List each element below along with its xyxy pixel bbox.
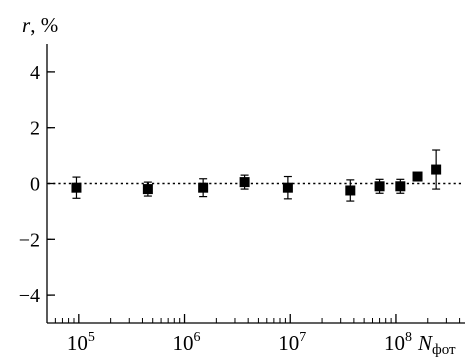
y-ticks: −4 −2 0 2 4 [19, 62, 55, 307]
x-tick-label: 106 [173, 330, 201, 355]
data-point [282, 175, 293, 200]
data-point [395, 178, 406, 194]
data-point [142, 181, 153, 197]
data-point [431, 149, 442, 190]
point-marker [395, 181, 406, 192]
point-marker [345, 185, 356, 196]
x-axis-title: Nфот [417, 331, 456, 358]
y-tick-label: 4 [30, 62, 40, 84]
data-point [374, 178, 385, 194]
y-tick-label: −2 [19, 229, 40, 251]
x-tick-label: 108 [384, 330, 412, 355]
y-axis-title: r, % [22, 13, 58, 37]
x-axis-symbol: N [417, 331, 433, 355]
svg-text:r, %: r, % [22, 13, 58, 37]
data-point [345, 179, 356, 202]
data-points [71, 149, 442, 202]
x-tick-label: 107 [278, 330, 306, 355]
y-axis-symbol: r [22, 13, 31, 37]
y-tick-label: 0 [30, 174, 40, 196]
point-marker [198, 182, 209, 193]
x-tick-label: 105 [67, 330, 95, 355]
x-axis-subscript: фот [432, 342, 456, 358]
data-point [412, 171, 423, 182]
data-point [71, 176, 82, 199]
point-marker [142, 184, 153, 195]
point-marker [431, 164, 442, 175]
x-ticks: 105 106 107 108 [46, 314, 461, 355]
point-marker [71, 182, 82, 193]
y-tick-label: −4 [19, 285, 40, 307]
point-marker [282, 182, 293, 193]
data-point [198, 178, 209, 198]
y-tick-label: 2 [30, 118, 40, 140]
y-axis-unit: , % [30, 13, 58, 37]
point-marker [239, 177, 250, 188]
point-marker [412, 171, 423, 182]
data-point [239, 174, 250, 190]
svg-text:Nфот: Nфот [417, 331, 456, 358]
point-marker [374, 181, 385, 192]
